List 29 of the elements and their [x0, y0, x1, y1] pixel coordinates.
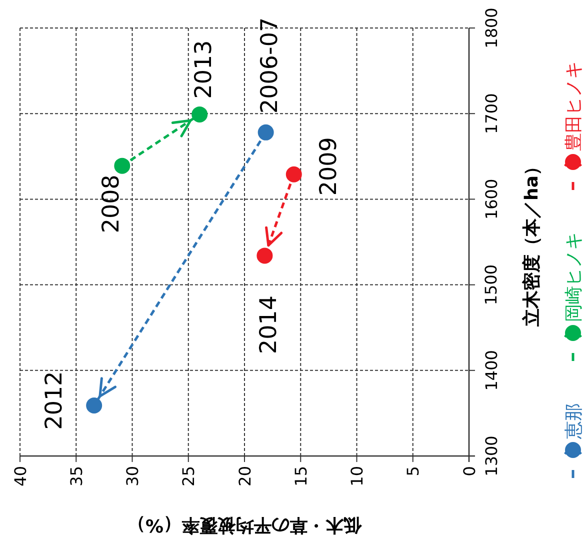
y-tick-label: 1500 [482, 264, 501, 306]
annotation: 2014 [256, 295, 282, 354]
annotation: 2012 [41, 371, 68, 430]
x-tick-label: 0 [460, 466, 479, 476]
annotation: 2009 [316, 137, 342, 196]
point [114, 158, 130, 174]
point [192, 106, 208, 122]
annotation: 2008 [98, 174, 124, 234]
annotation: 2006-07 [257, 17, 284, 114]
x-tick-label: 40 [10, 466, 30, 486]
x-tick-label: 35 [66, 466, 86, 486]
x-tick-label: 15 [291, 466, 310, 486]
y-tick-label: 1600 [482, 178, 501, 220]
point [286, 166, 302, 182]
point [258, 124, 274, 140]
point [86, 397, 102, 414]
x-tick-label: 20 [235, 466, 254, 486]
x-tick-label: 25 [179, 466, 198, 486]
x-tick-label: 10 [348, 466, 367, 486]
y-tick-label: 1400 [482, 350, 501, 391]
x-tick-label: 30 [123, 466, 142, 486]
y-axis-title: 立木密度（本／ha） [521, 158, 542, 328]
y-tick-label: 1300 [482, 436, 501, 476]
annotation: 2013 [190, 40, 217, 99]
point [256, 248, 273, 264]
x-axis-title: 低木・草の平均被覆率（%） [127, 514, 363, 536]
y-tick-label: 1700 [482, 93, 501, 134]
x-tick-label: 5 [404, 466, 423, 476]
y-tick-label: 1800 [482, 8, 501, 48]
